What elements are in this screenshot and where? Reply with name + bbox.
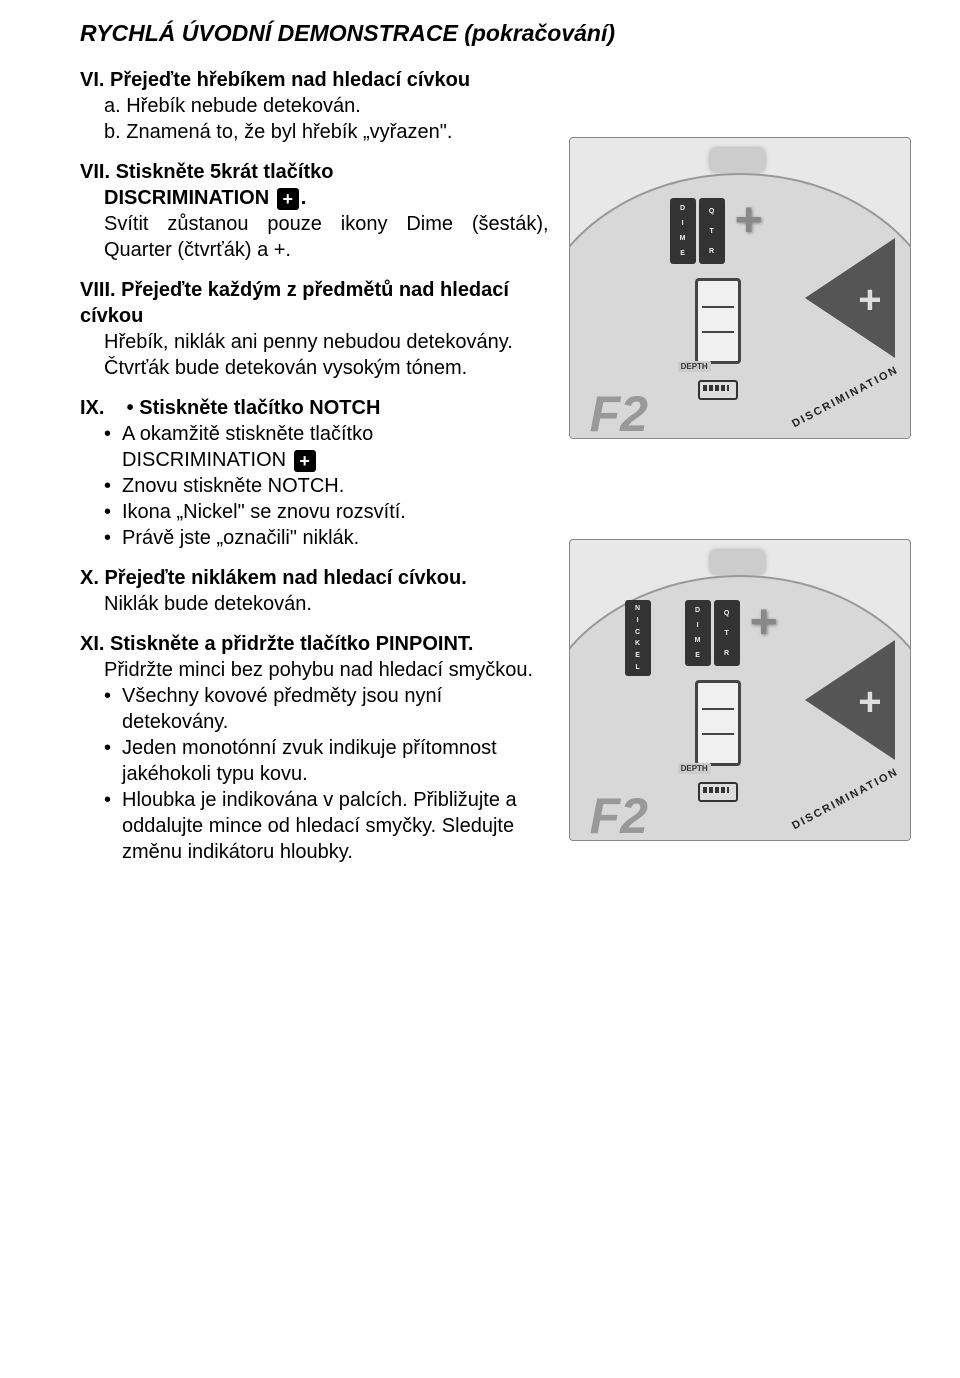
model-label: F2 bbox=[590, 787, 648, 841]
section-viii: VIII. Přejeďte každým z předmětů nad hle… bbox=[80, 277, 549, 381]
depth-indicator bbox=[695, 680, 741, 766]
depth-indicator bbox=[695, 278, 741, 364]
line-vi-b: b. Znamená to, že byl hřebík „vyřazen". bbox=[104, 119, 549, 145]
heading-xi: XI. Stiskněte a přidržte tlačítko PINPOI… bbox=[80, 631, 549, 657]
bullet-ix-4: •Právě jste „označili" niklák. bbox=[104, 525, 549, 551]
image-column: DIME QTR + DEPTH + DISCRIMINATION F2 bbox=[549, 67, 920, 879]
section-x: X. Přejeďte niklákem nad hledací cívkou.… bbox=[80, 565, 549, 617]
bullet-xi-3: •Hloubka je indikována v palcích. Přibli… bbox=[104, 787, 549, 865]
heading-x: X. Přejeďte niklákem nad hledací cívkou. bbox=[80, 565, 549, 591]
line-vi-a: a. Hřebík nebude detekován. bbox=[104, 93, 549, 119]
triangle-plus-icon: + bbox=[858, 278, 881, 323]
nickel-icon: NICKEL bbox=[625, 600, 651, 676]
line-xi-1: Přidržte minci bez pohybu nad hledací sm… bbox=[104, 657, 549, 683]
line-x-1: Niklák bude detekován. bbox=[104, 591, 549, 617]
heading-viii: VIII. Přejeďte každým z předmětů nad hle… bbox=[80, 277, 549, 329]
discrimination-label: DISCRIMINATION bbox=[104, 187, 275, 209]
plus-icon: + bbox=[277, 188, 299, 210]
plus-icon: + bbox=[294, 450, 316, 472]
dime-icon: DIME bbox=[685, 600, 711, 666]
bullet-ix-1b: DISCRIMINATION + bbox=[122, 447, 549, 473]
qtr-icon: QTR bbox=[699, 198, 725, 264]
bullet-ix-3: •Ikona „Nickel" se znovu rozsvítí. bbox=[104, 499, 549, 525]
line-viii-1: Hřebík, niklák ani penny nebudou detekov… bbox=[104, 329, 549, 355]
body-vii: Svítit zůstanou pouze ikony Dime (šesták… bbox=[104, 211, 549, 263]
heading-ix: IX. • Stiskněte tlačítko NOTCH bbox=[80, 395, 549, 421]
heading-vii-line2: DISCRIMINATION +. bbox=[104, 185, 549, 211]
bullet-ix-1: •A okamžitě stiskněte tlačítko bbox=[104, 421, 549, 447]
device-photo-2: NICKEL DIME QTR + DEPTH + DISCRIMIN bbox=[569, 539, 911, 841]
section-ix: IX. • Stiskněte tlačítko NOTCH •A okamži… bbox=[80, 395, 549, 551]
device-photo-1: DIME QTR + DEPTH + DISCRIMINATION F2 bbox=[569, 137, 911, 439]
bullet-xi-2: •Jeden monotónní zvuk indikuje přítomnos… bbox=[104, 735, 549, 787]
plus-symbol: + bbox=[735, 193, 763, 248]
bullet-ix-2: •Znovu stiskněte NOTCH. bbox=[104, 473, 549, 499]
page-title: RYCHLÁ ÚVODNÍ DEMONSTRACE (pokračování) bbox=[80, 20, 920, 47]
plus-symbol: + bbox=[750, 595, 778, 650]
battery-icon bbox=[698, 380, 738, 400]
model-label: F2 bbox=[590, 385, 648, 439]
heading-vii-line1: VII. Stiskněte 5krát tlačítko bbox=[80, 159, 549, 185]
line-viii-2: Čtvrťák bude detekován vysokým tónem. bbox=[104, 355, 549, 381]
battery-icon bbox=[698, 782, 738, 802]
triangle-plus-icon: + bbox=[858, 680, 881, 725]
depth-label: DEPTH bbox=[678, 361, 711, 372]
section-vii: VII. Stiskněte 5krát tlačítko DISCRIMINA… bbox=[80, 159, 549, 263]
qtr-icon: QTR bbox=[714, 600, 740, 666]
section-xi: XI. Stiskněte a přidržte tlačítko PINPOI… bbox=[80, 631, 549, 865]
text-column: VI. Přejeďte hřebíkem nad hledací cívkou… bbox=[80, 67, 549, 879]
heading-vi: VI. Přejeďte hřebíkem nad hledací cívkou bbox=[80, 67, 549, 93]
bullet-xi-1: •Všechny kovové předměty jsou nyní detek… bbox=[104, 683, 549, 735]
dime-icon: DIME bbox=[670, 198, 696, 264]
section-vi: VI. Přejeďte hřebíkem nad hledací cívkou… bbox=[80, 67, 549, 145]
period: . bbox=[301, 187, 307, 209]
depth-label: DEPTH bbox=[678, 763, 711, 774]
